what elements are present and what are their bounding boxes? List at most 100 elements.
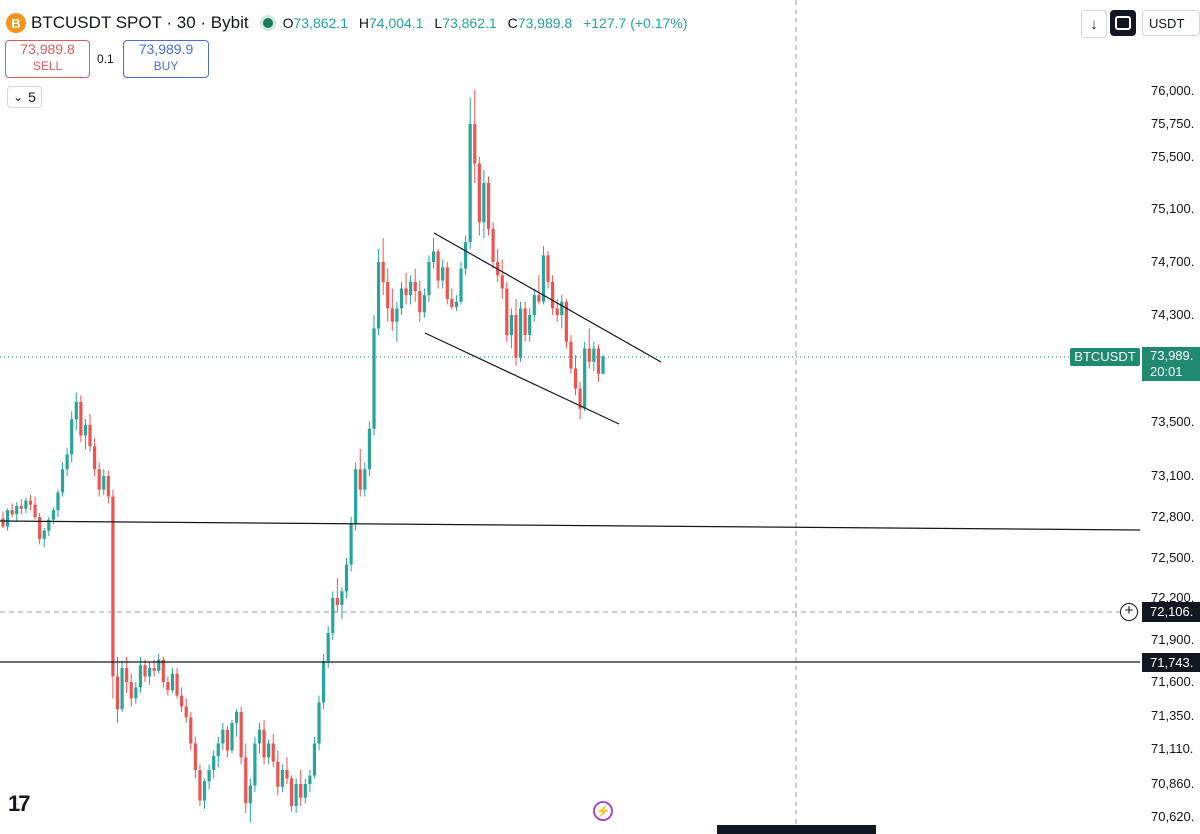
candle (285, 757, 289, 784)
candle (601, 354, 605, 374)
order-quantity[interactable]: 0.1 (97, 52, 114, 66)
candle (596, 344, 601, 382)
add-order-icon[interactable]: + (1120, 603, 1138, 621)
candle-body (358, 469, 362, 490)
candle (10, 503, 14, 517)
candle (454, 295, 459, 312)
candle-body (514, 315, 518, 358)
close-label: C (507, 15, 518, 31)
price-tick-label: 71,110. (1151, 741, 1194, 756)
candle (106, 470, 110, 504)
candle (404, 272, 408, 305)
candle (386, 268, 390, 322)
candle-body (532, 295, 536, 315)
candle-body (15, 506, 19, 515)
candle-body (38, 517, 42, 539)
candle (42, 527, 46, 548)
currency-selector[interactable]: USDT (1142, 10, 1200, 36)
candle (363, 462, 367, 497)
bottom-toolbar[interactable] (717, 825, 876, 834)
candle (262, 720, 266, 765)
candle (551, 275, 555, 315)
candle-body (138, 665, 143, 688)
fullscreen-icon (1115, 16, 1131, 30)
candle-body (234, 711, 239, 723)
candle-body (473, 124, 477, 164)
candle (381, 238, 385, 296)
candle (184, 698, 188, 723)
candle-body (445, 267, 449, 300)
candle-body (340, 591, 344, 605)
candle (70, 411, 74, 463)
candle (331, 591, 335, 640)
candle-body (74, 401, 78, 420)
buy-label: BUY (153, 59, 179, 73)
candle-body (239, 711, 243, 758)
candle (74, 392, 78, 431)
candle-body (189, 717, 193, 744)
flash-icon[interactable]: ⚡ (593, 801, 613, 821)
candle (340, 587, 344, 619)
candle-body (262, 729, 266, 758)
candle-body (441, 267, 445, 281)
candle (33, 496, 37, 520)
candle-body (202, 781, 207, 801)
price-tick-label: 75,750. (1151, 116, 1195, 131)
candle (97, 462, 101, 497)
candle (299, 770, 303, 806)
tradingview-logo[interactable]: 17 (8, 791, 31, 816)
open-label: O (282, 15, 294, 31)
candle-body (280, 770, 284, 787)
candle-body (450, 299, 454, 308)
candle-body (367, 428, 372, 470)
candle (56, 489, 60, 517)
candle-body (395, 308, 399, 322)
candle-body (299, 784, 303, 798)
candle (83, 419, 88, 449)
price-tick-label: 74,700. (1151, 254, 1195, 269)
candle-body (601, 356, 605, 374)
candle (367, 422, 372, 476)
candle-body (170, 673, 175, 691)
candle (280, 764, 284, 793)
download-button[interactable]: ↓ (1081, 10, 1107, 38)
candle (143, 659, 147, 682)
candle (289, 775, 294, 812)
candle-body (486, 183, 491, 229)
candle-body (555, 308, 559, 315)
indicator-count: 5 (28, 89, 36, 105)
candle (422, 288, 426, 318)
candle (170, 668, 175, 693)
candle (28, 495, 33, 511)
candle-body (386, 281, 390, 309)
candle (120, 661, 124, 712)
candle (79, 395, 83, 443)
fullscreen-button[interactable] (1110, 10, 1136, 36)
candle (257, 722, 262, 754)
candle (225, 725, 230, 758)
candle (486, 176, 491, 236)
candle (312, 736, 317, 779)
candle (532, 288, 536, 322)
candle-body (312, 743, 317, 776)
candle (202, 778, 207, 809)
candle (399, 281, 404, 315)
buy-button[interactable]: 73,989.9 BUY (123, 40, 209, 78)
candle-body (349, 523, 353, 565)
candle (111, 489, 115, 699)
high-value: 74,004.1 (369, 15, 424, 31)
indicators-toggle[interactable]: ⌄ 5 (7, 86, 42, 108)
candle (578, 381, 582, 420)
candle (344, 558, 349, 598)
price-tick-label: 75,500. (1151, 149, 1195, 164)
sell-button[interactable]: 73,989.8 SELL (5, 40, 90, 78)
candle-body (102, 476, 106, 490)
candle (528, 308, 532, 342)
candle-body (335, 598, 339, 605)
symbol-title[interactable]: BTCUSDT SPOT · 30 · Bybit (31, 13, 249, 32)
open-value: 73,862.1 (293, 15, 348, 31)
candle-body (28, 500, 33, 505)
price-tick-label: 72,800. (1151, 509, 1195, 524)
candle-body (115, 676, 120, 710)
